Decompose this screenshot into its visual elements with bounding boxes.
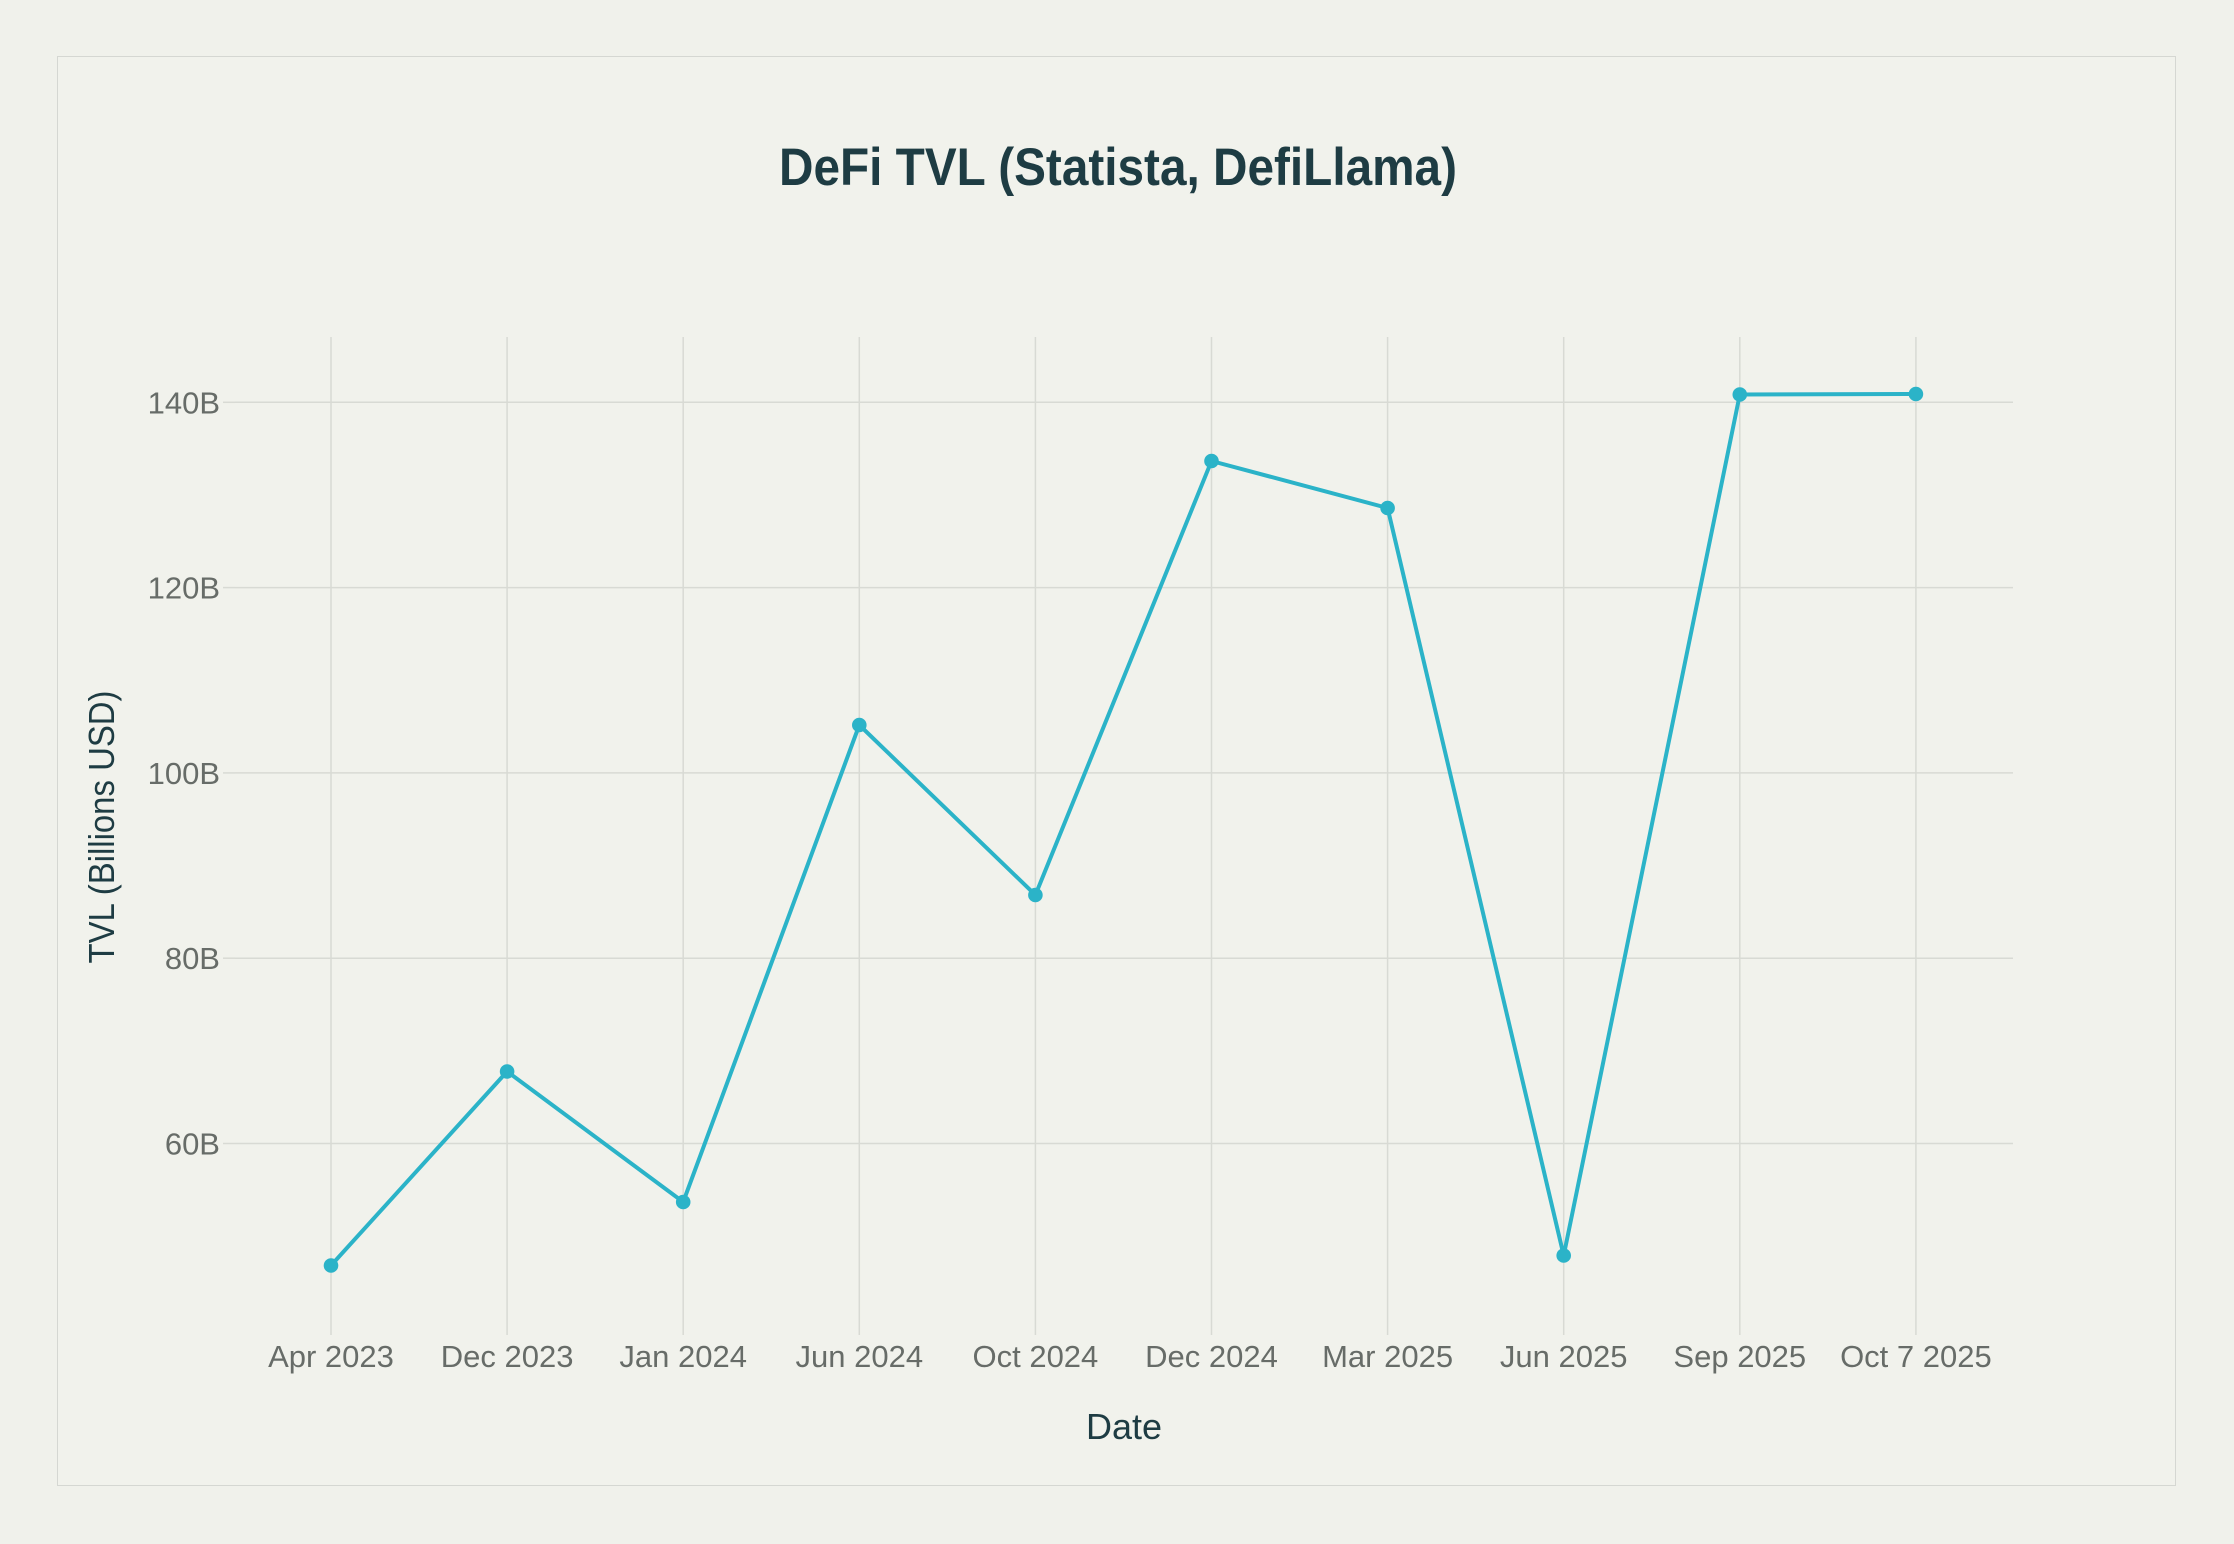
svg-text:Jun 2024: Jun 2024 [796,1339,924,1374]
svg-text:DeFi TVL (Statista, DefiLlama): DeFi TVL (Statista, DefiLlama) [779,138,1457,197]
svg-text:100B: 100B [148,756,220,791]
svg-text:Sep 2025: Sep 2025 [1673,1339,1806,1374]
svg-text:120B: 120B [148,571,220,606]
svg-text:Mar 2025: Mar 2025 [1322,1339,1453,1374]
svg-text:Dec 2024: Dec 2024 [1145,1339,1278,1374]
svg-text:60B: 60B [165,1127,220,1162]
svg-text:Jun 2025: Jun 2025 [1500,1339,1628,1374]
svg-text:Date: Date [1086,1406,1162,1447]
svg-text:140B: 140B [148,385,220,420]
svg-text:80B: 80B [165,941,220,976]
svg-text:Jan 2024: Jan 2024 [619,1339,747,1374]
svg-text:TVL (Billions USD): TVL (Billions USD) [81,691,122,964]
svg-text:Oct 2024: Oct 2024 [972,1339,1098,1374]
svg-text:Oct 7 2025: Oct 7 2025 [1840,1339,1992,1374]
svg-text:Dec 2023: Dec 2023 [441,1339,574,1374]
svg-text:Apr 2023: Apr 2023 [268,1339,394,1374]
